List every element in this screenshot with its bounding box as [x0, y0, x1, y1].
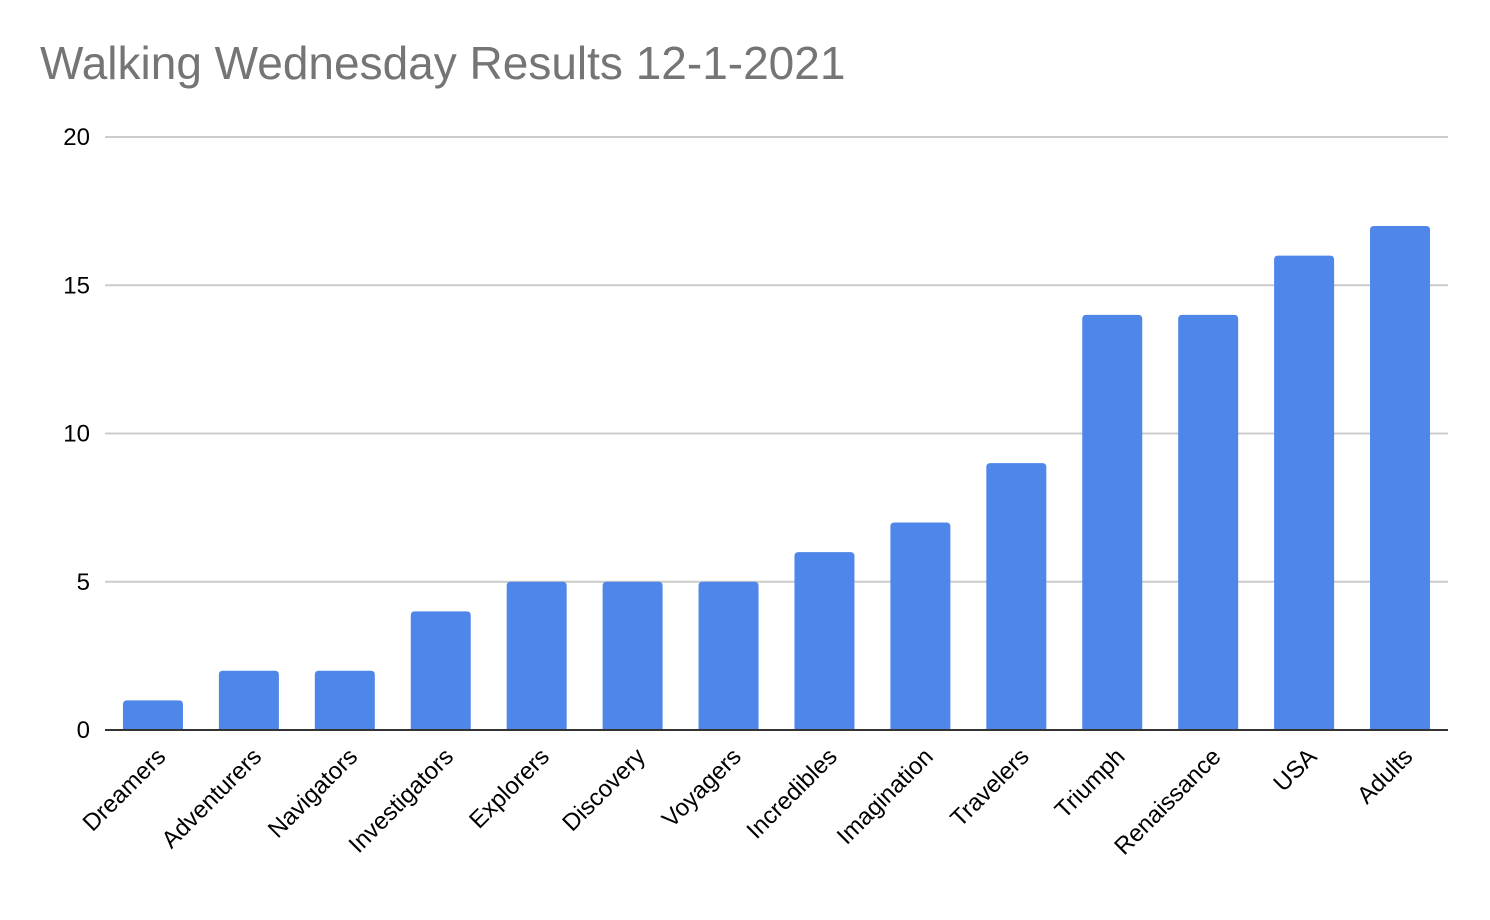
y-tick-label: 10 [63, 421, 90, 448]
x-category-label: Travelers [945, 743, 1034, 832]
bar-imagination [890, 522, 951, 730]
chart-title: Walking Wednesday Results 12-1-2021 [40, 37, 846, 89]
x-category-label: USA [1268, 743, 1322, 797]
bars [122, 225, 1431, 730]
bar-travelers [986, 463, 1047, 730]
x-category-label: Explorers [464, 743, 555, 834]
bar-incredibles [794, 552, 855, 730]
bar-voyagers [698, 581, 759, 730]
x-category-label: Navigators [263, 743, 363, 843]
bar-navigators [314, 670, 375, 730]
bar-dreamers [122, 700, 183, 730]
x-category-label: Voyagers [657, 743, 747, 833]
bar-renaissance [1178, 314, 1239, 730]
gridlines [105, 136, 1448, 583]
x-category-label: Discovery [557, 743, 651, 837]
bar-discovery [602, 581, 663, 730]
x-category-label: Adults [1352, 743, 1418, 809]
y-axis-tick-labels: 0 5 10 15 20 [63, 124, 90, 744]
bar-investigators [410, 611, 471, 730]
y-tick-label: 5 [77, 569, 90, 596]
bar-adults [1370, 225, 1431, 730]
bar-explorers [506, 581, 567, 730]
x-category-label: Adventurers [157, 743, 268, 854]
bar-adventurers [218, 670, 279, 730]
y-tick-label: 0 [77, 717, 90, 744]
y-tick-label: 15 [63, 272, 90, 299]
x-category-label: Dreamers [78, 743, 172, 837]
x-category-label: Imagination [832, 743, 939, 850]
x-axis-category-labels: DreamersAdventurersNavigatorsInvestigato… [78, 743, 1419, 860]
x-category-label: Incredibles [742, 743, 843, 844]
bar-triumph [1082, 314, 1143, 730]
bar-usa [1274, 255, 1335, 730]
x-category-label: Triumph [1050, 743, 1131, 824]
y-tick-label: 20 [63, 124, 90, 151]
